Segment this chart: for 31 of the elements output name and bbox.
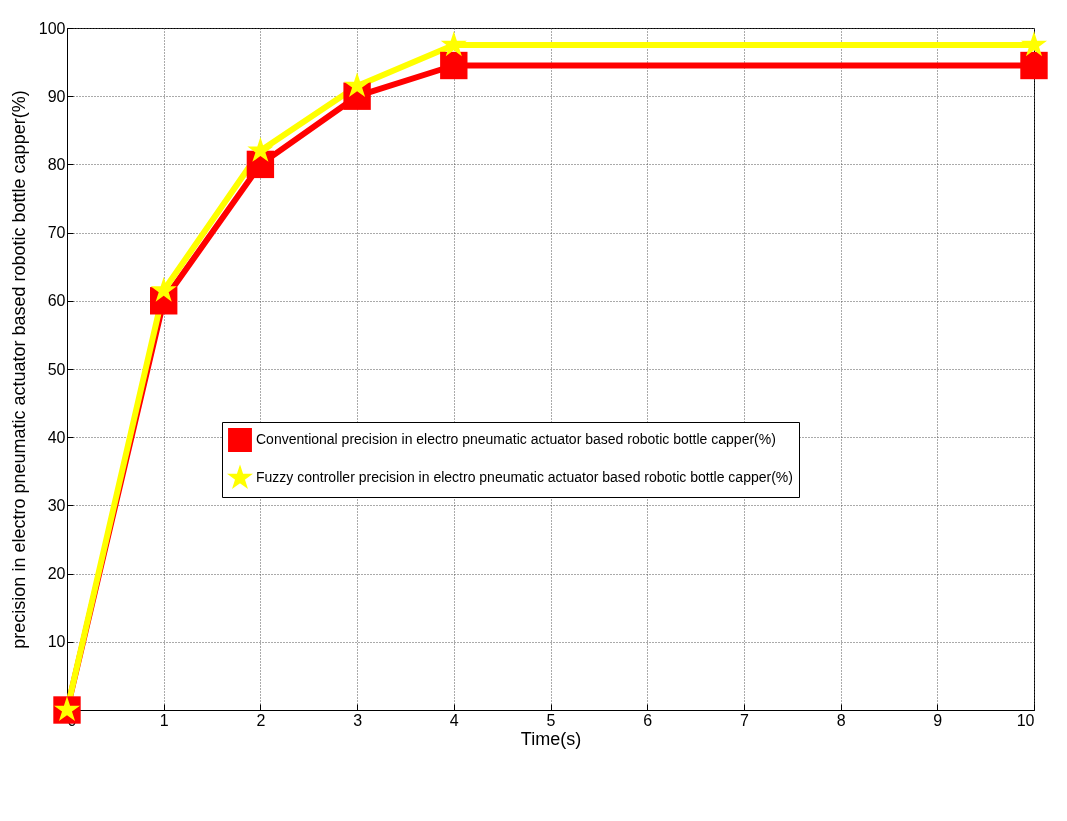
- point: [344, 72, 371, 98]
- y-tick-label: 100: [38, 19, 66, 37]
- x-tick-label: 6: [643, 711, 653, 729]
- x-tick-label: 8: [836, 711, 846, 729]
- y-axis-title: precision in electro pneumatic actuator based robotic bottle capper(%): [8, 90, 29, 649]
- y-tick-label: 10: [47, 633, 66, 651]
- x-tick-label: 7: [739, 711, 749, 729]
- x-tick-label: 1: [159, 711, 169, 729]
- legend-label: Fuzzy controller precision in electro pneumatic actuator based robotic bottle capper(%): [256, 469, 793, 485]
- point: [440, 31, 467, 57]
- y-tick-label: 30: [47, 496, 66, 514]
- y-tick-label: 40: [47, 428, 66, 446]
- x-tick-label: 5: [546, 711, 556, 729]
- point: [247, 137, 274, 162]
- x-tick-label: 4: [449, 711, 459, 729]
- y-tick-label: 80: [47, 155, 66, 173]
- y-tick-label: 60: [47, 292, 66, 310]
- x-tick-label: 9: [933, 711, 943, 729]
- x-tick-label: 3: [353, 711, 363, 729]
- y-tick-label: 90: [47, 87, 66, 105]
- point: [150, 276, 177, 302]
- point: [440, 51, 468, 80]
- point: [1020, 51, 1048, 80]
- x-tick-label: 2: [256, 711, 266, 729]
- y-tick-label: 70: [47, 224, 66, 242]
- legend-label: Conventional precision in electro pneumatic actuator based robotic bottle capper(%): [256, 431, 776, 447]
- x-tick-label: 10: [1016, 711, 1035, 729]
- y-tick-label: 50: [47, 360, 66, 378]
- x-axis-title: Time(s): [520, 728, 582, 749]
- point: [1020, 31, 1048, 57]
- y-tick-label: 20: [47, 565, 66, 583]
